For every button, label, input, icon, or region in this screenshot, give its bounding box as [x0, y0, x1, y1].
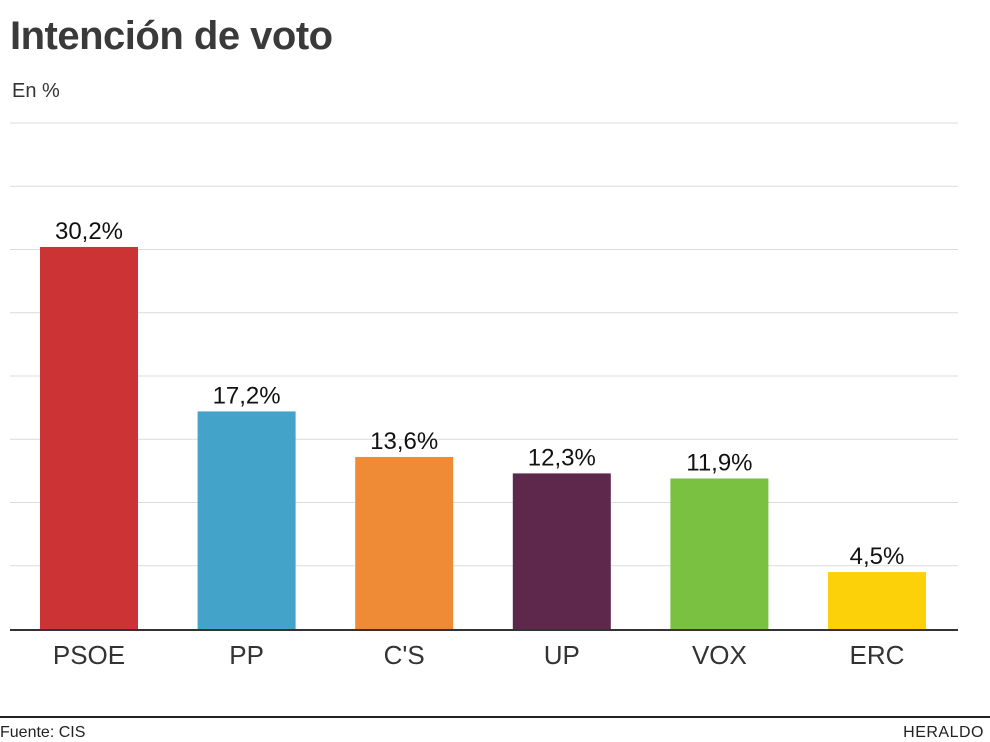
bar-pp	[197, 411, 296, 629]
x-tick-label: UP	[544, 640, 580, 670]
x-tick-label: PP	[229, 640, 264, 670]
chart-title: Intención de voto	[10, 14, 333, 58]
bar-chart: 30,2% PSOE 17,2% PP 13,6% C'S 12,3% UP 11,9% VOX 4…	[10, 122, 958, 670]
data-label: 11,9%	[686, 449, 752, 476]
source-note: Fuente: CIS	[0, 724, 86, 741]
x-tick-label: ERC	[850, 640, 905, 670]
x-tick-label: PSOE	[53, 640, 125, 670]
brand-logo: HERALDO	[903, 724, 984, 741]
data-label: 12,3%	[528, 444, 596, 471]
bar-up	[512, 473, 611, 629]
bar-vox	[670, 478, 769, 629]
bar-erc	[828, 572, 926, 629]
x-tick-label: VOX	[692, 640, 747, 670]
data-label: 30,2%	[55, 218, 123, 245]
data-label: 13,6%	[370, 428, 438, 455]
data-label: 4,5%	[850, 543, 905, 570]
bar-cs	[355, 456, 454, 629]
x-tick-label: C'S	[384, 640, 425, 670]
chart-subtitle: En %	[12, 80, 60, 102]
bar-psoe	[40, 246, 138, 629]
data-label: 17,2%	[213, 382, 281, 409]
footer-divider	[0, 716, 990, 718]
